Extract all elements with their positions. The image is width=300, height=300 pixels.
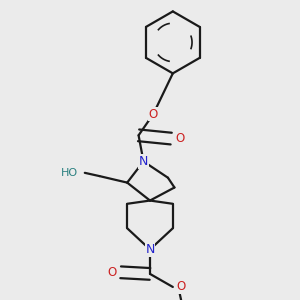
Text: O: O: [107, 266, 116, 279]
Text: N: N: [139, 155, 148, 168]
Text: O: O: [176, 280, 186, 293]
Text: HO: HO: [61, 168, 78, 178]
Text: O: O: [176, 132, 185, 145]
Text: O: O: [148, 108, 158, 121]
Text: N: N: [145, 243, 155, 256]
